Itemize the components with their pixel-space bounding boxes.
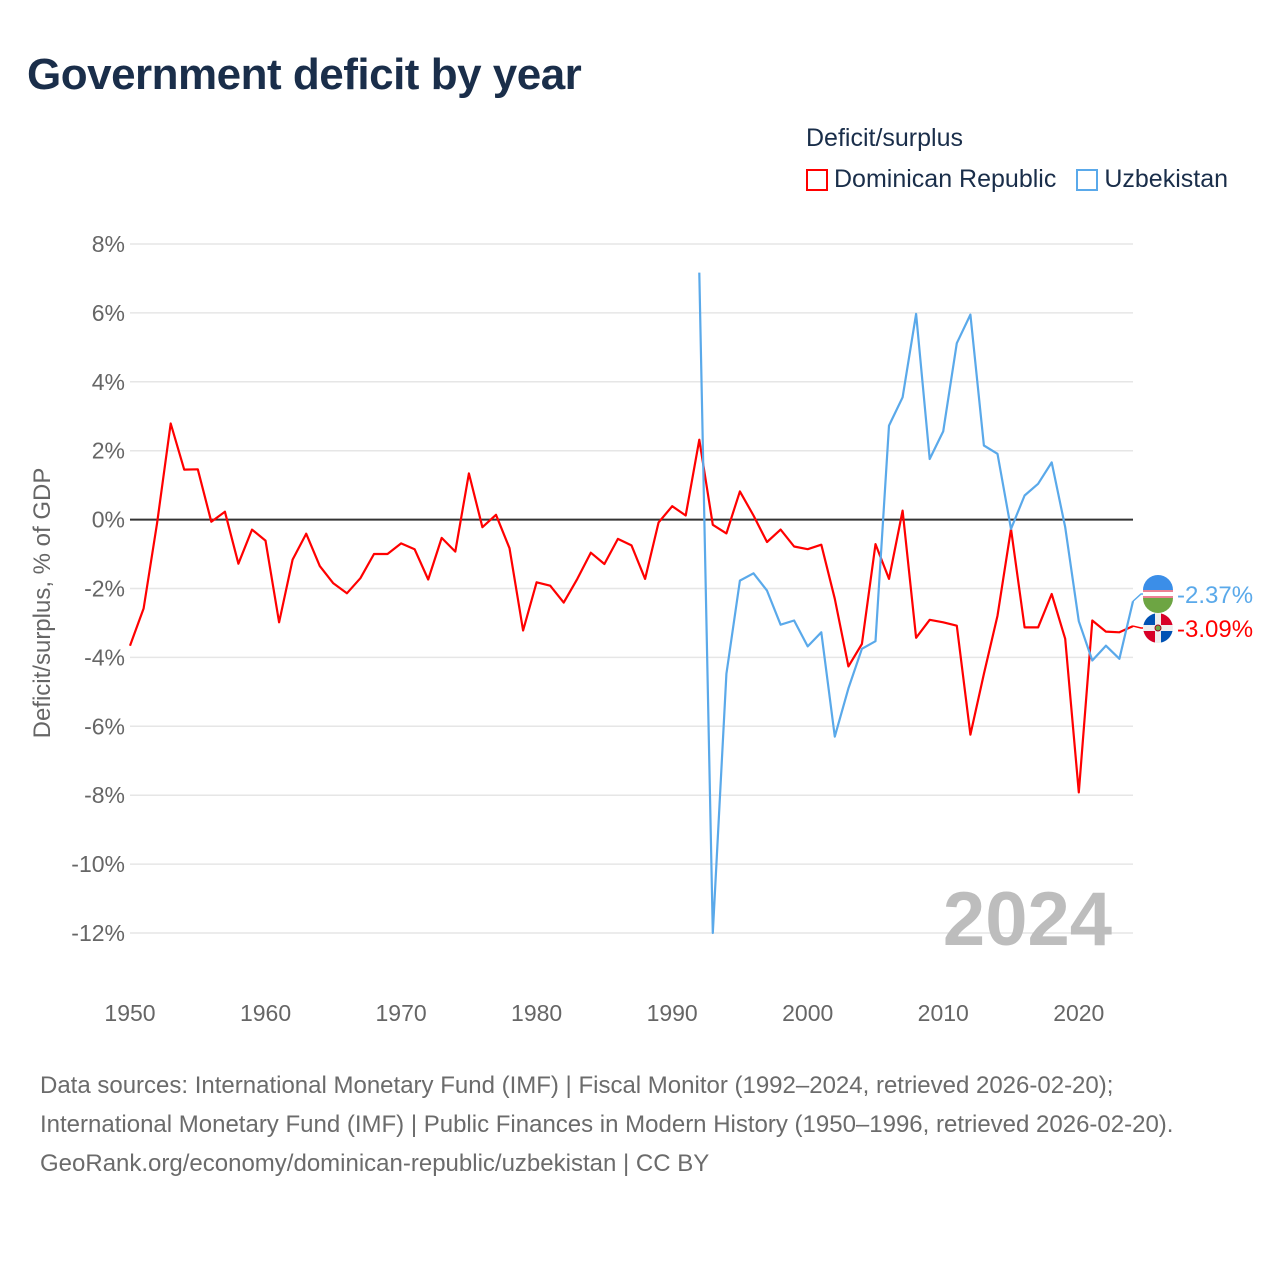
legend-swatch <box>806 168 828 191</box>
y-tick-label: -10% <box>71 851 125 877</box>
x-tick-label: 2020 <box>1053 1000 1104 1026</box>
label-connector <box>1132 625 1143 629</box>
y-tick-label: -4% <box>84 644 125 670</box>
y-tick-label: -2% <box>84 576 125 602</box>
flag-stripe-green <box>1143 598 1173 613</box>
y-axis-label: Deficit/surplus, % of GDP <box>29 468 56 739</box>
line-chart: 8% 6% 4% 2% 0% -2% -4% -6% -8% -10% -12% 1950 1960 19… <box>29 231 1253 1026</box>
y-tick-label: -6% <box>84 713 125 739</box>
flag-stripe-blue <box>1143 575 1173 590</box>
x-tick-label: 1980 <box>511 1000 562 1026</box>
series-line-uzbekistan <box>698 272 1135 935</box>
end-value-label: -3.09% <box>1177 616 1253 643</box>
legend-label: Dominican Republic <box>834 165 1057 193</box>
x-tick-label: 1960 <box>240 1000 291 1026</box>
footer: Data sources: International Monetary Fun… <box>40 1066 1240 1183</box>
legend-item-uzbekistan[interactable]: Uzbekistan <box>1076 165 1228 194</box>
y-tick-label: 0% <box>92 507 125 533</box>
x-tick-label: 1950 <box>104 1000 155 1026</box>
legend-item-dominican-republic[interactable]: Dominican Republic <box>806 165 1056 194</box>
flag-q <box>1143 631 1155 643</box>
label-connector <box>1132 593 1143 602</box>
end-labels: -3.09% -2.37% <box>1132 575 1253 643</box>
grid: 8% 6% 4% 2% 0% -2% -4% -6% -8% -10% -12% 1950 1960 19… <box>71 231 1133 1026</box>
flag-q <box>1143 613 1155 625</box>
y-tick-label: 6% <box>92 300 125 326</box>
flag-q <box>1161 613 1173 625</box>
flag-q <box>1161 631 1173 643</box>
dominican-republic-flag-icon <box>1143 613 1173 643</box>
watermark-year: 2024 <box>943 877 1112 962</box>
y-tick-label: 2% <box>92 438 125 464</box>
series-lines <box>128 272 1135 935</box>
x-tick-label: 1990 <box>647 1000 698 1026</box>
y-tick-label: -8% <box>84 782 125 808</box>
y-tick-label: 8% <box>92 231 125 257</box>
end-value-label: -2.37% <box>1177 582 1253 609</box>
x-tick-label: 2000 <box>782 1000 833 1026</box>
legend-title: Deficit/surplus <box>806 124 963 152</box>
data-sources: Data sources: International Monetary Fun… <box>40 1072 1174 1138</box>
x-tick-label: 2010 <box>918 1000 969 1026</box>
legend-label: Uzbekistan <box>1104 165 1228 193</box>
series-line-dominican-republic <box>128 422 1134 794</box>
flag-emblem <box>1154 624 1162 632</box>
legend: Dominican Republic Uzbekistan <box>806 165 1228 194</box>
y-tick-label: -12% <box>71 920 125 946</box>
x-tick-label: 1970 <box>375 1000 426 1026</box>
source-link[interactable]: GeoRank.org/economy/dominican-republic/u… <box>40 1150 710 1177</box>
y-tick-label: 4% <box>92 369 125 395</box>
uzbekistan-flag-icon <box>1143 575 1173 613</box>
chart-title: Government deficit by year <box>27 50 582 99</box>
legend-swatch <box>1076 168 1099 191</box>
